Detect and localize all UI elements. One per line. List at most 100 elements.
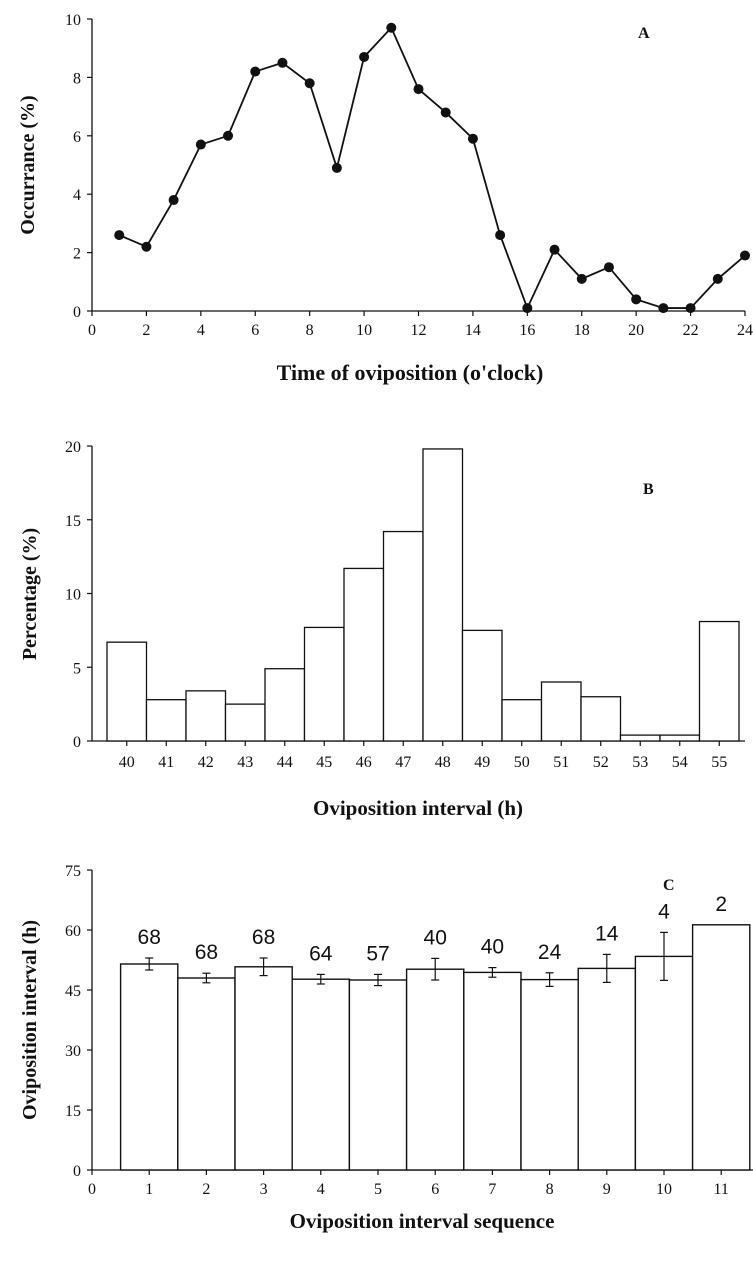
panel-b-bar	[659, 734, 701, 742]
panel-c-n-label: 24	[538, 941, 562, 964]
panel-a-series-line	[118, 26, 746, 311]
panel-c-xtick-label: 4	[317, 1181, 325, 1198]
panel-a-xtick-label: 12	[411, 322, 427, 339]
panel-a-point	[685, 303, 696, 314]
panel-b-xtick-label: 54	[672, 754, 688, 771]
panel-c-x-ticks: 0 1 2 3 4 5 6 7 8 9 10 11	[88, 1170, 729, 1198]
panel-a-point	[658, 303, 669, 314]
panel-b-bar	[501, 699, 543, 742]
panel-a-ytick-label: 4	[73, 187, 81, 204]
panel-c-xtick-label: 11	[713, 1181, 728, 1198]
panel-c-xtick-label: 1	[145, 1181, 153, 1198]
panel-a-xtick-label: 22	[683, 322, 699, 339]
panel-b-xlabel: Oviposition interval (h)	[313, 796, 523, 820]
panel-b-xtick-label: 53	[632, 754, 648, 771]
panel-a-ytick-label: 2	[73, 246, 81, 263]
panel-c-error-bars	[145, 931, 668, 988]
panel-a-xtick-label: 10	[356, 322, 372, 339]
panel-b-bar	[264, 668, 306, 742]
panel-a-x-ticks: 0 2 4 6 8 10 12 14 16 18 20 22 24	[88, 311, 753, 339]
panel-a-point	[413, 84, 424, 95]
panel-b-y-ticks: 0 5 10 15 20	[65, 439, 92, 751]
panel-a-point	[114, 230, 125, 241]
panel-c-ytick-label: 15	[65, 1103, 81, 1120]
panel-b-bar	[698, 620, 740, 742]
panel-b-bar	[303, 626, 345, 742]
panel-c-xtick-label: 7	[488, 1181, 496, 1198]
panel-b-bar	[382, 530, 424, 742]
panel-a-point	[631, 294, 642, 305]
panel-b-ylabel: Percentage (%)	[19, 528, 41, 660]
panel-b-bar	[145, 699, 187, 742]
panel-c-n-label: 4	[658, 900, 670, 923]
panel-a-ytick-label: 10	[65, 12, 81, 29]
panel-a-point	[603, 262, 614, 273]
panel-c-xtick-label: 2	[202, 1181, 210, 1198]
panel-c-ytick-label: 75	[65, 863, 81, 880]
panel-c-bars	[119, 924, 751, 1171]
panel-a-xtick-label: 20	[628, 322, 644, 339]
panel-c-bar	[348, 979, 408, 1171]
panel-b-ytick-label: 10	[65, 587, 81, 604]
panel-c-bar	[691, 924, 751, 1171]
panel-b-bar	[185, 690, 227, 742]
panel-b-xtick-label: 51	[553, 754, 569, 771]
panel-a-xtick-label: 8	[306, 322, 314, 339]
panel-c-n-label: 40	[481, 936, 504, 959]
panel-b-xtick-label: 55	[711, 754, 727, 771]
panel-b-ytick-label: 5	[73, 660, 81, 677]
panel-c-n-label: 2	[715, 893, 727, 916]
panel-a-xtick-label: 6	[251, 322, 259, 339]
panel-a-xtick-label: 2	[142, 322, 150, 339]
panel-c-ytick-label: 60	[65, 923, 81, 940]
panel-c-bar	[520, 978, 579, 1171]
panel-a-point	[195, 139, 206, 150]
panel-b: B 0 5 10 15 20 40 41 42 43 44 45 46 47 48 49 50 51 52 53 5…	[19, 439, 745, 820]
panel-a-xtick-label: 0	[88, 322, 96, 339]
panel-b-xtick-label: 40	[119, 754, 135, 771]
panel-c-n-label: 68	[138, 926, 161, 949]
panel-c-n-label: 14	[595, 922, 619, 945]
panel-b-xtick-label: 48	[435, 754, 451, 771]
panel-a-point	[304, 78, 315, 89]
panel-b-bar	[461, 629, 503, 742]
panel-b-x-ticks: 40 41 42 43 44 45 46 47 48 49 50 51 52 53 54 55	[119, 741, 727, 771]
panel-c-xtick-label: 5	[374, 1181, 382, 1198]
panel-c-n-label: 40	[424, 926, 447, 949]
panel-c-bar	[177, 977, 236, 1171]
panel-a-letter: A	[638, 25, 650, 42]
panel-a-point	[712, 273, 723, 284]
panel-b-xtick-label: 50	[514, 754, 530, 771]
panel-a-ylabel: Occurrance (%)	[17, 95, 39, 234]
panel-a-point	[141, 241, 152, 252]
panel-c-xtick-label: 9	[603, 1181, 611, 1198]
panel-a-point	[250, 66, 261, 77]
panel-c-n-label: 57	[366, 942, 389, 965]
panel-c-n-label: 64	[309, 942, 333, 965]
panel-a-points	[114, 22, 750, 314]
panel-a-ytick-label: 0	[73, 304, 81, 321]
panel-c-ytick-label: 0	[73, 1163, 81, 1180]
panel-a-point	[386, 22, 397, 33]
panel-c-xtick-label: 3	[260, 1181, 268, 1198]
panel-a-point	[331, 162, 342, 173]
panel-c-y-ticks: 0 15 30 45 60 75	[65, 863, 92, 1180]
panel-a-xtick-label: 24	[737, 322, 753, 339]
panel-a-xtick-label: 18	[574, 322, 590, 339]
panel-b-bar	[580, 696, 622, 742]
panel-b-bars	[106, 448, 740, 742]
panel-a-ytick-label: 8	[73, 70, 81, 87]
panel-c-n-labels: 68 68 68 64 57 40 40 24 14 4 2	[138, 893, 728, 966]
panel-c-bar	[234, 966, 293, 1171]
panel-b-xtick-label: 44	[277, 754, 293, 771]
panel-c-xtick-label: 8	[546, 1181, 554, 1198]
panel-c-ytick-label: 45	[65, 983, 81, 1000]
panel-b-bar	[619, 734, 661, 742]
panel-a-point	[440, 107, 451, 118]
panel-c-bar	[119, 963, 179, 1171]
panel-a-point	[495, 230, 506, 241]
panel-a-xlabel: Time of oviposition (o'clock)	[277, 360, 544, 385]
